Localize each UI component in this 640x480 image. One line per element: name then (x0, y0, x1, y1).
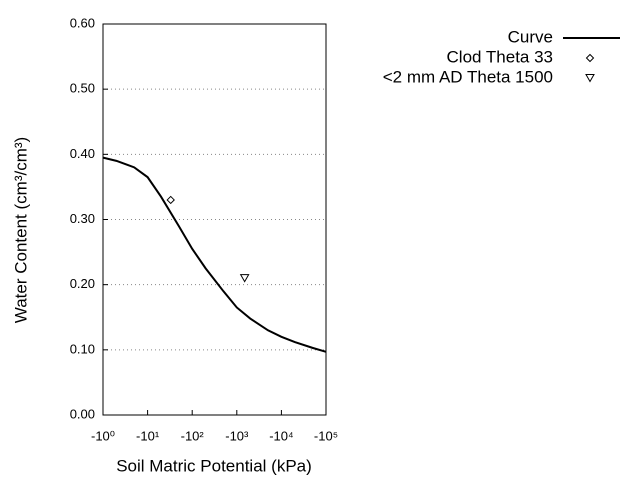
curve (102, 156, 327, 353)
y-tick-label: 0.60 (70, 15, 95, 30)
y-tick-label: 0.00 (70, 406, 95, 421)
plot-frame (102, 23, 327, 416)
x-tick-label: -10¹ (136, 428, 160, 443)
legend-swatch (585, 53, 595, 63)
x-tick-label: -10⁵ (314, 428, 338, 443)
y-tick-label: 0.30 (70, 211, 95, 226)
data-point (239, 274, 250, 283)
y-axis-label: Water Content (cm³/cm³) (11, 137, 30, 323)
x-tick-label: -10⁴ (269, 428, 293, 443)
legend-label: Curve (508, 27, 553, 46)
data-point (166, 195, 175, 205)
y-tick-label: 0.50 (70, 81, 95, 96)
x-tick-label: -10³ (225, 428, 249, 443)
y-tick-label: 0.40 (70, 146, 95, 161)
x-tick-label: -10⁰ (91, 428, 115, 443)
y-tick-label: 0.10 (70, 341, 95, 356)
x-tick-label: -10² (181, 428, 205, 443)
legend-label: <2 mm AD Theta 1500 (383, 67, 553, 86)
x-axis-label: Soil Matric Potential (kPa) (116, 456, 312, 475)
legend-label: Clod Theta 33 (447, 47, 553, 66)
y-tick-label: 0.20 (70, 276, 95, 291)
legend-swatch (585, 74, 595, 83)
